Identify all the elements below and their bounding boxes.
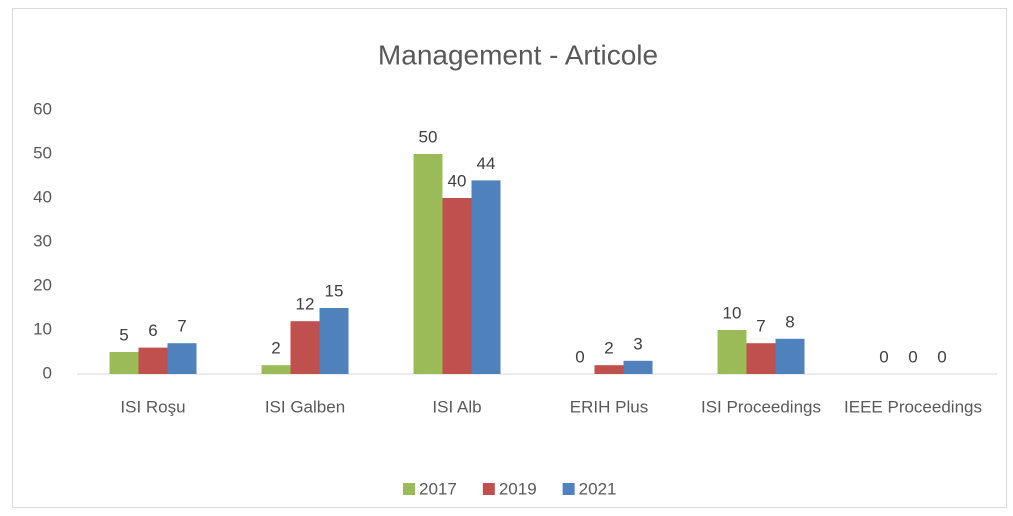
data-label: 3 xyxy=(633,334,642,353)
legend-label: 2019 xyxy=(499,479,537,498)
bar xyxy=(623,360,653,374)
data-label: 5 xyxy=(119,325,128,344)
y-tick-label: 50 xyxy=(33,143,52,162)
data-label: 50 xyxy=(419,127,438,146)
data-label: 12 xyxy=(296,295,315,314)
legend-swatch xyxy=(562,483,575,495)
chart-border xyxy=(12,8,1007,508)
data-label: 44 xyxy=(477,154,496,173)
bar xyxy=(167,343,197,374)
data-label: 2 xyxy=(271,339,280,358)
y-tick-label: 0 xyxy=(43,363,52,382)
x-tick-label: ISI Proceedings xyxy=(701,397,821,416)
x-tick-label: ISI Alb xyxy=(432,397,481,416)
data-label: 7 xyxy=(756,317,765,336)
x-tick-label: ISI Galben xyxy=(265,397,345,416)
bar xyxy=(775,338,805,374)
data-label: 10 xyxy=(723,303,742,322)
legend-swatch xyxy=(482,483,495,495)
data-label: 40 xyxy=(448,171,467,190)
bar xyxy=(594,365,624,374)
legend-label: 2021 xyxy=(579,479,617,498)
bar xyxy=(471,180,501,374)
y-tick-label: 40 xyxy=(33,187,52,206)
data-label: 15 xyxy=(325,281,344,300)
bar xyxy=(717,330,747,374)
data-label: 7 xyxy=(177,317,186,336)
bar xyxy=(261,365,291,374)
data-label: 6 xyxy=(148,321,157,340)
data-label: 2 xyxy=(604,339,613,358)
y-tick-label: 60 xyxy=(33,99,52,118)
data-label: 8 xyxy=(785,312,794,331)
bar xyxy=(413,154,443,374)
x-tick-label: ERIH Plus xyxy=(570,397,648,416)
y-tick-label: 20 xyxy=(33,275,52,294)
bar xyxy=(290,321,320,374)
bar xyxy=(138,347,168,374)
data-label: 0 xyxy=(879,347,888,366)
bar xyxy=(319,308,349,374)
data-label: 0 xyxy=(575,347,584,366)
data-label: 0 xyxy=(937,347,946,366)
bar xyxy=(109,352,139,374)
x-tick-label: ISI Roşu xyxy=(120,397,185,416)
y-tick-label: 30 xyxy=(33,231,52,250)
chart-title: Management - Articole xyxy=(378,39,658,70)
legend-label: 2017 xyxy=(419,479,457,498)
y-tick-label: 10 xyxy=(33,319,52,338)
x-tick-label: IEEE Proceedings xyxy=(844,397,982,416)
bar xyxy=(442,198,472,374)
bar xyxy=(746,343,776,374)
data-label: 0 xyxy=(908,347,917,366)
legend-swatch xyxy=(403,483,415,495)
